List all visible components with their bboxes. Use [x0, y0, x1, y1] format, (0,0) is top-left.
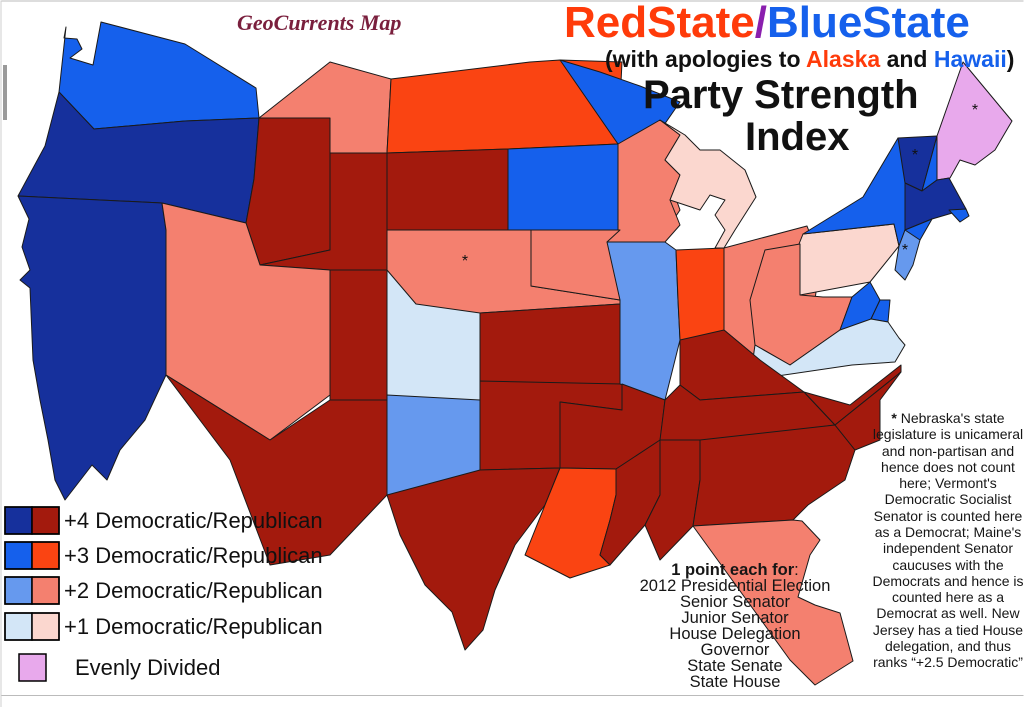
- svg-text:caucuses with the: caucuses with the: [892, 557, 1003, 573]
- svg-text:*: *: [902, 242, 908, 259]
- svg-text:Index: Index: [745, 115, 849, 159]
- svg-text:hence does not count: hence does not count: [881, 459, 1015, 475]
- svg-text:Evenly Divided: Evenly Divided: [75, 655, 221, 680]
- svg-text:Jersey has a tied House: Jersey has a tied House: [873, 622, 1023, 638]
- svg-text:ranks “+2.5 Democratic”: ranks “+2.5 Democratic”: [873, 654, 1023, 670]
- svg-text:*: *: [912, 147, 918, 164]
- svg-text:Democrat as well. New: Democrat as well. New: [876, 605, 1020, 621]
- svg-text:Party Strength: Party Strength: [643, 73, 919, 117]
- svg-text:here; Vermont's: here; Vermont's: [899, 475, 997, 491]
- svg-text:as a Democrat; Maine's: as a Democrat; Maine's: [875, 524, 1022, 540]
- svg-text:+2 Democratic/Republican: +2 Democratic/Republican: [64, 578, 323, 603]
- svg-text:State House: State House: [690, 673, 781, 691]
- svg-text:+1 Democratic/Republican: +1 Democratic/Republican: [64, 614, 323, 639]
- svg-text:*: *: [462, 253, 468, 270]
- svg-text:counted here as a: counted here as a: [892, 589, 1004, 605]
- svg-text:RedState/BlueState: RedState/BlueState: [564, 0, 970, 47]
- svg-text:Democrats and hence is: Democrats and hence is: [873, 573, 1024, 589]
- svg-text:(with apologies to Alaska and: (with apologies to Alaska and Hawaii): [605, 46, 1014, 72]
- svg-text:GeoCurrents Map: GeoCurrents Map: [237, 10, 401, 35]
- svg-text:Senator is counted here: Senator is counted here: [874, 508, 1023, 524]
- svg-text:*: *: [972, 102, 978, 119]
- svg-text:Democratic Socialist: Democratic Socialist: [885, 491, 1012, 507]
- svg-text:and non-partisan and: and non-partisan and: [882, 443, 1014, 459]
- svg-text:+3 Democratic/Republican: +3 Democratic/Republican: [64, 543, 323, 568]
- svg-text:+4 Democratic/Republican: +4 Democratic/Republican: [64, 508, 323, 533]
- svg-text:legislature is unicameral: legislature is unicameral: [873, 426, 1023, 442]
- svg-text:independent Senator: independent Senator: [883, 540, 1013, 556]
- svg-text:delegation, and thus: delegation, and thus: [885, 638, 1011, 654]
- svg-text:* Nebraska's state: * Nebraska's state: [891, 410, 1004, 426]
